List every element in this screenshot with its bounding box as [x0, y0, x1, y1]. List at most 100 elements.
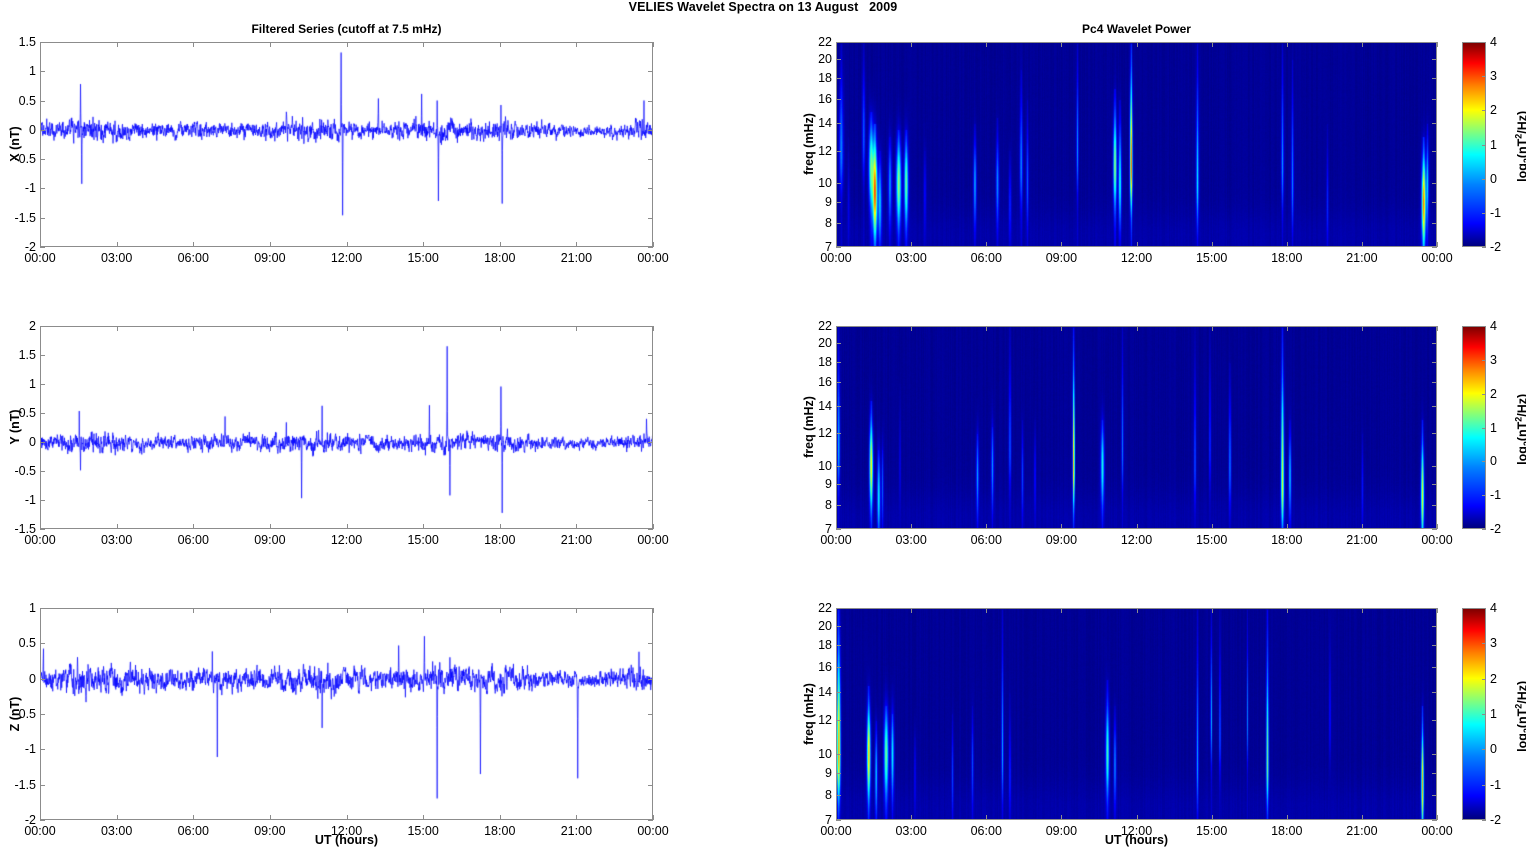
- ytick-mark: [40, 529, 45, 530]
- colorbar-tick-mark: [1482, 145, 1486, 146]
- ytick-mark: [836, 484, 841, 485]
- colorbar-label-sup: 2: [1513, 703, 1524, 709]
- ytick-label: -1.5: [14, 522, 36, 536]
- xtick-mark: [576, 242, 577, 247]
- xtick-mark: [576, 42, 577, 47]
- y-timeseries-ylabel: Y (nT): [8, 409, 22, 445]
- xtick-label: 12:00: [330, 533, 363, 547]
- colorbar-tick-label: 0: [1490, 171, 1497, 186]
- ytick-mark: [836, 326, 841, 327]
- ytick-mark: [648, 355, 653, 356]
- ytick-mark: [1432, 202, 1437, 203]
- ytick-mark: [836, 343, 841, 344]
- ytick-mark: [648, 188, 653, 189]
- xtick-mark: [576, 815, 577, 820]
- colorbar-tick-mark: [1482, 820, 1486, 821]
- xtick-mark: [500, 42, 501, 47]
- ytick-mark: [1432, 505, 1437, 506]
- xtick-mark: [576, 608, 577, 613]
- xtick-label: 12:00: [1120, 251, 1153, 265]
- ytick-label: 1: [29, 377, 36, 391]
- ytick-mark: [40, 326, 45, 327]
- xtick-mark: [270, 42, 271, 47]
- ytick-label: 18: [818, 70, 832, 85]
- xtick-label: 09:00: [254, 251, 286, 265]
- ytick-mark: [836, 123, 841, 124]
- xtick-mark: [986, 326, 987, 331]
- ytick-mark: [1432, 183, 1437, 184]
- ytick-mark: [1432, 645, 1437, 646]
- ytick-mark: [836, 99, 841, 100]
- xtick-label: 03:00: [100, 251, 133, 265]
- xtick-mark: [576, 326, 577, 331]
- ytick-mark: [836, 820, 841, 821]
- xtick-mark: [500, 608, 501, 613]
- colorbar-tick-label: 2: [1490, 386, 1497, 401]
- x-wavelet-heatmap: [837, 43, 1436, 246]
- xtick-mark: [40, 242, 41, 247]
- xtick-mark: [347, 326, 348, 331]
- xtick-mark: [270, 326, 271, 331]
- ytick-mark: [836, 247, 841, 248]
- ytick-mark: [836, 773, 841, 774]
- ytick-mark: [648, 247, 653, 248]
- ytick-mark: [836, 362, 841, 363]
- xtick-mark: [1287, 242, 1288, 247]
- colorbar-tick-mark: [1482, 394, 1486, 395]
- ytick-mark: [836, 433, 841, 434]
- xtick-mark: [1437, 242, 1438, 247]
- colorbar-tick-mark: [1482, 785, 1486, 786]
- colorbar-tick-mark: [1482, 213, 1486, 214]
- xtick-mark: [1212, 42, 1213, 47]
- ytick-mark: [1432, 820, 1437, 821]
- ytick-mark: [836, 59, 841, 60]
- xtick-mark: [1061, 815, 1062, 820]
- xtick-label: 00:00: [637, 824, 669, 838]
- y-wavelet-heatmap: [837, 327, 1436, 528]
- ytick-mark: [40, 101, 45, 102]
- xtick-mark: [1437, 524, 1438, 529]
- xtick-mark: [270, 524, 271, 529]
- ytick-mark: [836, 529, 841, 530]
- ytick-label: 16: [818, 375, 832, 390]
- xtick-label: 15:00: [407, 533, 439, 547]
- ytick-label: 1: [29, 601, 36, 615]
- xtick-mark: [193, 608, 194, 613]
- ytick-label: 14: [818, 115, 832, 130]
- ytick-mark: [648, 42, 653, 43]
- ytick-mark: [836, 42, 841, 43]
- colorbar-tick-label: 0: [1490, 742, 1497, 757]
- xtick-label: 15:00: [1195, 533, 1228, 547]
- xtick-mark: [836, 815, 837, 820]
- y-colorbar-label: log2(nT2/Hz): [1514, 354, 1526, 504]
- xtick-mark: [347, 608, 348, 613]
- ytick-mark: [648, 820, 653, 821]
- colorbar-label-sup: 2: [1513, 133, 1524, 139]
- colorbar-tick-mark: [1482, 714, 1486, 715]
- xtick-label: 00:00: [24, 533, 56, 547]
- ytick-label: 0.5: [18, 93, 36, 108]
- ytick-mark: [1432, 78, 1437, 79]
- xtick-label: 15:00: [407, 251, 439, 265]
- ytick-label: -0.5: [14, 464, 36, 478]
- ytick-mark: [648, 749, 653, 750]
- xtick-mark: [653, 242, 654, 247]
- colorbar-tick-label: 3: [1490, 69, 1497, 84]
- ytick-mark: [836, 382, 841, 383]
- xtick-label: 09:00: [254, 533, 286, 547]
- ytick-mark: [836, 202, 841, 203]
- colorbar-tick-label: -2: [1490, 522, 1502, 536]
- ytick-mark: [40, 130, 45, 131]
- ytick-mark: [836, 626, 841, 627]
- ytick-mark: [40, 471, 45, 472]
- ytick-mark: [1432, 99, 1437, 100]
- xtick-mark: [986, 815, 987, 820]
- colorbar-tick-mark: [1482, 326, 1486, 327]
- xtick-mark: [1362, 242, 1363, 247]
- xtick-label: 06:00: [177, 251, 209, 265]
- xtick-label: 00:00: [24, 824, 56, 838]
- xtick-mark: [40, 326, 41, 331]
- xtick-mark: [911, 608, 912, 613]
- xtick-mark: [576, 524, 577, 529]
